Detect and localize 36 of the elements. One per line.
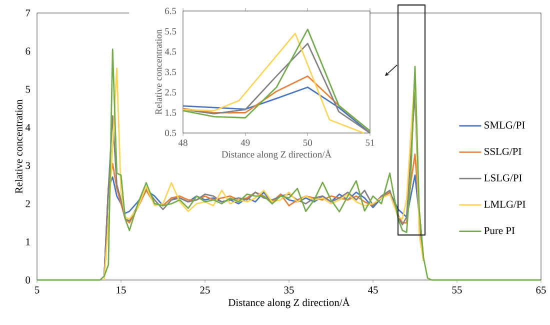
y-tick-label: 0	[26, 276, 30, 284]
y-tick-label: 6.5	[165, 8, 176, 14]
y-tick-label: 4	[25, 124, 30, 131]
y-tick-label: 2.5	[165, 89, 176, 96]
y-tick-label: 6	[26, 48, 30, 55]
x-tick-label: 51	[366, 140, 374, 146]
y-tick-label: 2	[26, 200, 30, 208]
x-tick-label: 48	[178, 140, 188, 146]
y-tick-label: 5.5	[165, 28, 176, 35]
y-axis-title: Relative concentration	[155, 29, 162, 114]
y-tick-label: 5	[26, 86, 30, 93]
y-tick-label: 7	[26, 10, 30, 16]
x-tick-label: 5	[35, 286, 40, 294]
y-tick-label: 3.5	[165, 68, 176, 76]
y-tick-label: 1	[26, 238, 30, 246]
line-series	[182, 86, 371, 134]
y-tick-label: 4.5	[164, 48, 176, 55]
x-tick-label: 55	[452, 286, 462, 294]
legend-label: Pure PI	[484, 227, 515, 234]
legend-label: LSLG/PI	[484, 174, 522, 182]
y-tick-label: 1.5	[165, 109, 176, 116]
x-tick-label: 50	[303, 140, 312, 146]
x-axis-title: Distance along Z direction/Å	[228, 297, 350, 308]
y-tick-label: 3	[26, 162, 30, 170]
legend-label: SMLG/PI	[484, 122, 525, 129]
x-tick-label: 65	[536, 286, 546, 294]
y-axis-title: Relative concentration	[15, 99, 22, 194]
x-tick-label: 15	[116, 286, 126, 294]
y-tick-label: 0.5	[165, 130, 176, 136]
x-tick-label: 49	[240, 140, 250, 146]
x-tick-label: 25	[200, 286, 210, 294]
legend-label: LMLG/PI	[484, 200, 526, 208]
x-tick-label: 35	[284, 286, 294, 294]
x-axis-title: Distance along Z direction/Å	[222, 150, 332, 160]
x-tick-label: 45	[368, 286, 378, 294]
legend-label: SSLG/PI	[484, 148, 522, 155]
